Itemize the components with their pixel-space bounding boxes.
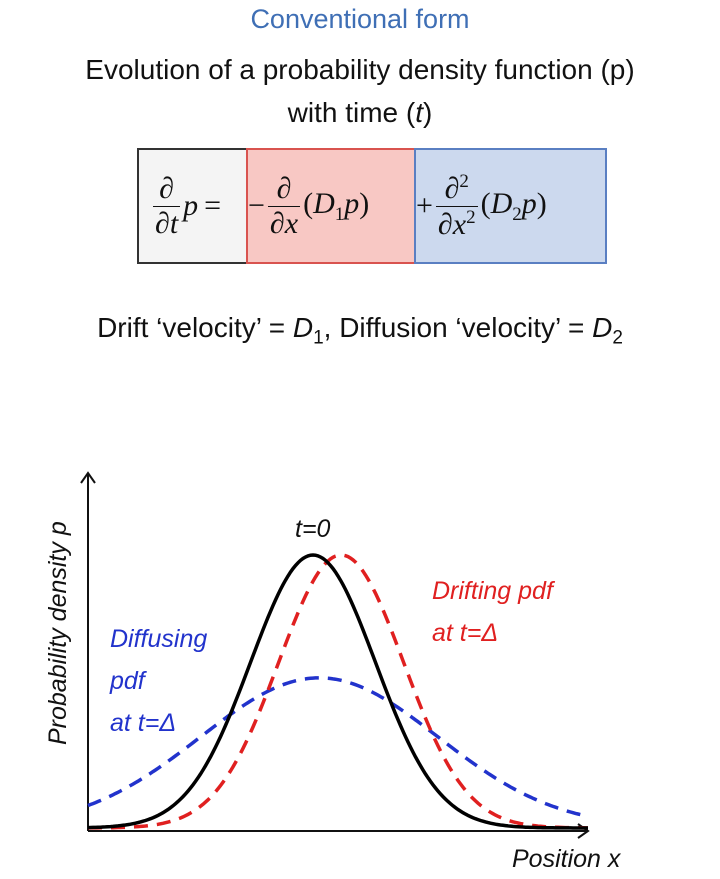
pdf-plot xyxy=(80,471,590,839)
subtitle-line1: Evolution of a probability density funct… xyxy=(85,54,635,85)
partial-x-denominator: ∂x xyxy=(267,205,301,240)
subtitle-prefix: with time ( xyxy=(287,97,416,128)
diffusing-pdf-label-line3: at t=Δ xyxy=(110,709,177,737)
minus-sign: − xyxy=(248,189,265,222)
second-partial-numerator: ∂2 xyxy=(444,171,469,205)
diffusing-pdf-label-line2: pdf xyxy=(110,667,145,695)
drifting-pdf-label-line2: at t=Δ xyxy=(432,619,499,647)
p-variable: p xyxy=(183,189,199,222)
drift-derivative-fraction: ∂ ∂x xyxy=(267,172,301,240)
heading: Conventional form xyxy=(250,4,470,34)
equation-lhs: ∂ ∂t p = xyxy=(150,160,221,252)
subtitle-suffix: ) xyxy=(423,97,433,128)
subtitle-line2: with time (t) xyxy=(0,97,720,129)
initial-pdf-label: t=0 xyxy=(295,515,331,543)
equation-drift-term: − ∂ ∂x (D1p) xyxy=(248,160,369,252)
drifting-pdf-label-line1: Drifting pdf xyxy=(432,577,553,605)
subtitle-time-var: t xyxy=(415,97,424,128)
diffusion-product: (D2p) xyxy=(480,186,547,225)
y-axis-arrow-icon xyxy=(80,471,96,484)
diffusion-derivative-fraction: ∂2 ∂x2 xyxy=(435,171,478,241)
equals-sign: = xyxy=(204,189,222,222)
partial-symbol: ∂ xyxy=(159,172,174,205)
diffusing-pdf-label-line1: Diffusing xyxy=(110,625,208,653)
time-derivative-fraction: ∂ ∂t xyxy=(153,172,181,240)
drift-product: (D1p) xyxy=(303,186,370,225)
x-axis-label: Position x xyxy=(512,845,621,873)
partial-t-denominator: ∂t xyxy=(153,205,181,240)
diffusing-pdf-curve xyxy=(87,676,589,819)
velocity-definitions: Drift ‘velocity’ = D1, Diffusion ‘veloci… xyxy=(97,312,623,349)
partial-symbol: ∂ xyxy=(276,172,292,205)
plus-sign: + xyxy=(416,189,433,222)
second-partial-denominator: ∂x2 xyxy=(435,205,478,241)
y-axis-label: Probability density p xyxy=(44,521,72,745)
initial-pdf-curve xyxy=(87,553,588,830)
equation-diffusion-term: + ∂2 ∂x2 (D2p) xyxy=(416,160,547,252)
